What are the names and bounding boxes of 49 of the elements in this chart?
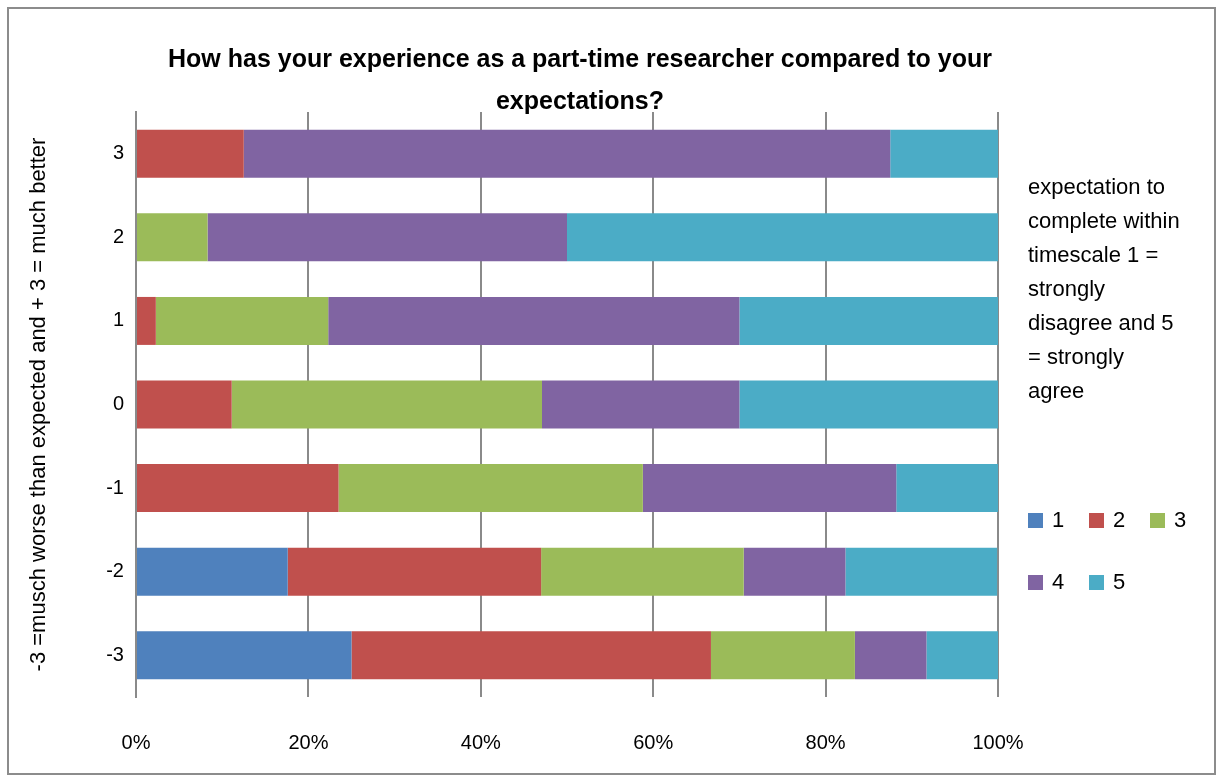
bar (642, 464, 897, 513)
bar (338, 464, 643, 513)
bar (137, 129, 244, 178)
bar (845, 547, 998, 596)
x-tick-label: 100% (972, 730, 1024, 753)
legend-label: 3 (1174, 507, 1187, 533)
bar (231, 380, 542, 429)
bar (710, 631, 855, 680)
bar (743, 547, 846, 596)
bar (137, 464, 339, 513)
bar (739, 380, 998, 429)
y-tick-label: 2 (112, 224, 124, 247)
y-axis-title: -3 =musch worse than expected and + 3 = much better (25, 137, 51, 672)
legend-label: 4 (1052, 569, 1065, 595)
bar (137, 547, 288, 596)
y-tick-label: -2 (106, 559, 124, 582)
y-tick-label: -1 (106, 475, 124, 498)
bar (137, 631, 352, 680)
x-tick-label: 60% (633, 730, 674, 753)
legend-label: 2 (1113, 507, 1126, 533)
bar (287, 547, 542, 596)
y-tick-label: -3 (106, 642, 124, 665)
bar (854, 631, 927, 680)
bar (567, 213, 998, 262)
bar (351, 631, 711, 680)
bar (896, 464, 998, 513)
legend-title: expectation to complete within timescale 1 = strongly disagree and 5 = strongly agree (1028, 173, 1180, 405)
x-tick-label: 80% (805, 730, 846, 753)
bar (137, 380, 232, 429)
chart-title: How has your experience as a part-time researcher compared to your expectations? (167, 43, 993, 116)
bar (137, 296, 156, 345)
y-tick-label: 1 (112, 308, 124, 331)
legend-label: 5 (1113, 569, 1126, 595)
bar (155, 296, 329, 345)
x-tick-label: 0% (121, 730, 151, 753)
bar (926, 631, 998, 680)
bar (328, 296, 740, 345)
bar (890, 129, 998, 178)
bar (137, 213, 208, 262)
bar (541, 547, 744, 596)
y-tick-label: 0 (112, 392, 124, 415)
bar (207, 213, 567, 262)
bar (542, 380, 740, 429)
legend-label: 1 (1052, 507, 1065, 533)
bar (243, 129, 891, 178)
x-tick-label: 40% (460, 730, 502, 753)
y-tick-label: 3 (112, 141, 124, 164)
x-tick-label: 20% (288, 730, 329, 753)
bar (739, 296, 998, 345)
